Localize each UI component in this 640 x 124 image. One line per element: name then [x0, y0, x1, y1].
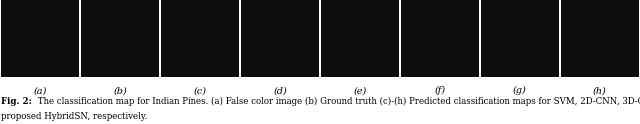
- FancyBboxPatch shape: [241, 0, 319, 77]
- Text: (f): (f): [435, 86, 445, 95]
- Text: (h): (h): [593, 86, 607, 95]
- FancyBboxPatch shape: [481, 0, 559, 77]
- Text: (a): (a): [33, 86, 47, 95]
- FancyBboxPatch shape: [401, 0, 479, 77]
- FancyBboxPatch shape: [81, 0, 159, 77]
- Text: Fig. 2:: Fig. 2:: [1, 97, 32, 106]
- Text: (c): (c): [194, 86, 207, 95]
- Text: (e): (e): [353, 86, 367, 95]
- FancyBboxPatch shape: [1, 0, 79, 77]
- Text: The classification map for Indian Pines. (a) False color image (b) Ground truth : The classification map for Indian Pines.…: [35, 97, 640, 107]
- Text: (g): (g): [513, 86, 527, 95]
- FancyBboxPatch shape: [161, 0, 239, 77]
- FancyBboxPatch shape: [561, 0, 639, 77]
- Text: proposed HybridSN, respectively.: proposed HybridSN, respectively.: [1, 112, 148, 121]
- Text: (d): (d): [273, 86, 287, 95]
- Text: (b): (b): [113, 86, 127, 95]
- FancyBboxPatch shape: [321, 0, 399, 77]
